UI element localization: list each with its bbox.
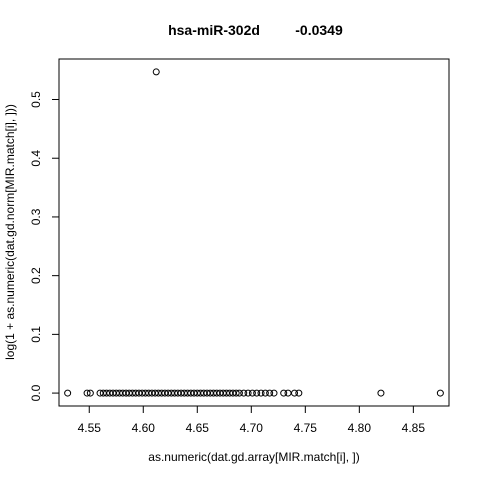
data-point (377, 389, 385, 397)
data-point (295, 389, 303, 397)
data-points (64, 68, 444, 397)
data-point (240, 389, 248, 397)
x-tick-label: 4.55 (78, 421, 102, 435)
x-axis-label: as.numeric(dat.gd.array[MIR.match[i], ]) (148, 450, 359, 464)
x-axis: 4.55 4.60 4.65 4.70 4.75 4.80 4.85 (78, 405, 426, 435)
data-point (253, 389, 261, 397)
data-point (244, 389, 252, 397)
y-axis: 0.0 0.1 0.2 0.3 0.4 0.5 (29, 91, 60, 401)
data-point (291, 389, 299, 397)
data-point (235, 389, 243, 397)
data-point (86, 389, 94, 397)
data-point (248, 389, 256, 397)
data-point (232, 389, 240, 397)
x-tick-label: 4.70 (240, 421, 264, 435)
data-point (261, 389, 269, 397)
x-tick-label: 4.85 (402, 421, 426, 435)
data-point (64, 389, 72, 397)
data-point (270, 389, 278, 397)
data-point (266, 389, 274, 397)
data-point (152, 68, 160, 76)
x-tick-label: 4.65 (186, 421, 210, 435)
y-tick-label: 0.0 (29, 384, 43, 401)
y-tick-label: 0.3 (29, 208, 43, 225)
chart-title: hsa-miR-302d (168, 22, 260, 38)
data-point (83, 389, 91, 397)
data-point (436, 389, 444, 397)
y-axis-label: log(1 + as.numeric(dat.gd.norm[MIR.match… (3, 104, 17, 360)
y-tick-label: 0.1 (29, 326, 43, 343)
y-tick-label: 0.4 (29, 150, 43, 167)
x-tick-label: 4.75 (294, 421, 318, 435)
x-tick-label: 4.60 (132, 421, 156, 435)
data-point (257, 389, 265, 397)
data-point (280, 389, 288, 397)
x-tick-label: 4.80 (348, 421, 372, 435)
y-tick-label: 0.2 (29, 267, 43, 284)
y-tick-label: 0.5 (29, 91, 43, 108)
chart-title-value: -0.0349 (295, 22, 343, 38)
